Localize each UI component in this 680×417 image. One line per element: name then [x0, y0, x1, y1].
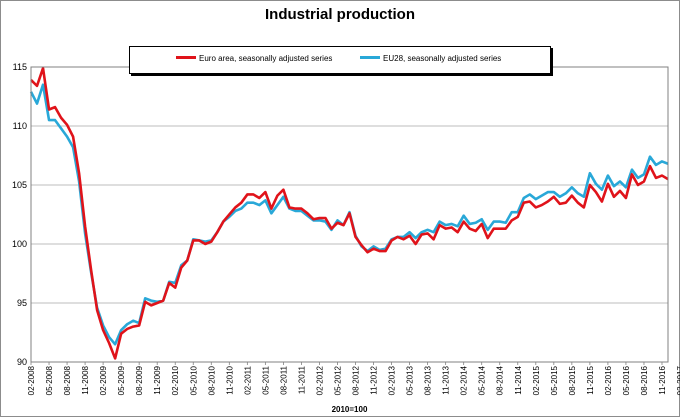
x-tick-label: 05-2014 [478, 365, 487, 395]
x-axis-label: 2010=100 [332, 405, 368, 414]
x-tick-label: 11-2008 [81, 365, 90, 394]
y-tick-label: 105 [12, 180, 27, 190]
x-tick-label: 02-2008 [27, 365, 36, 395]
x-tick-label: 08-2015 [568, 365, 577, 395]
x-tick-label: 11-2014 [514, 365, 523, 394]
x-tick-label: 11-2010 [225, 365, 234, 394]
x-tick-label: 08-2008 [63, 365, 72, 395]
y-tick-label: 110 [13, 121, 27, 131]
x-tick-label: 05-2013 [406, 365, 415, 395]
x-tick-label: 08-2013 [424, 365, 433, 395]
x-tick-label: 08-2010 [207, 365, 216, 395]
y-axis-ticks: 90 95 100 105 110 115 [12, 62, 27, 367]
x-tick-label: 11-2015 [586, 365, 595, 394]
x-tick-label: 02-2017 [676, 365, 680, 395]
legend-item-eu28: EU28, seasonally adjusted series [360, 54, 501, 63]
x-tick-label: 11-2009 [153, 365, 162, 394]
x-tick-label: 11-2011 [297, 365, 306, 394]
chart-legend: Euro area, seasonally adjusted series EU… [129, 46, 551, 74]
x-tick-label: 05-2015 [550, 365, 559, 395]
x-tick-label: 02-2014 [460, 365, 469, 395]
x-tick-label: 11-2013 [442, 365, 451, 394]
x-tick-label: 11-2012 [370, 365, 379, 394]
x-tick-label: 05-2011 [261, 365, 270, 394]
legend-item-euro-area: Euro area, seasonally adjusted series [176, 54, 332, 63]
x-tick-label: 11-2016 [658, 365, 667, 394]
series-line-euro-area [30, 66, 669, 360]
x-tick-label: 02-2009 [99, 365, 108, 395]
x-tick-label: 02-2010 [171, 365, 180, 395]
x-tick-label: 08-2009 [135, 365, 144, 395]
series-lines [29, 66, 669, 360]
legend-swatch-eu28 [360, 56, 380, 60]
x-tick-label: 02-2011 [243, 365, 252, 394]
x-tick-label: 05-2016 [622, 365, 631, 395]
x-tick-label: 05-2008 [45, 365, 54, 395]
x-axis-ticks: 02-2008 05-2008 08-2008 11-2008 02-2009 05-20… [27, 362, 680, 395]
x-tick-label: 08-2012 [352, 365, 361, 395]
y-tick-label: 90 [17, 357, 27, 367]
x-tick-label: 02-2012 [315, 365, 324, 395]
x-tick-label: 02-2016 [604, 365, 613, 395]
y-tick-label: 100 [12, 239, 27, 249]
x-tick-label: 05-2010 [189, 365, 198, 395]
x-tick-label: 02-2013 [388, 365, 397, 395]
y-tick-label: 115 [13, 62, 27, 72]
y-tick-label: 95 [17, 298, 27, 308]
x-tick-label: 08-2014 [496, 365, 505, 395]
x-tick-label: 08-2016 [640, 365, 649, 395]
x-tick-label: 08-2011 [279, 365, 288, 394]
legend-swatch-euro-area [176, 56, 196, 60]
x-tick-label: 05-2012 [333, 365, 342, 395]
legend-label-eu28: EU28, seasonally adjusted series [383, 54, 502, 63]
x-tick-label: 02-2015 [532, 365, 541, 395]
legend-label-euro-area: Euro area, seasonally adjusted series [199, 54, 333, 63]
chart-title: Industrial production [265, 6, 415, 23]
x-tick-label: 05-2009 [117, 365, 126, 395]
